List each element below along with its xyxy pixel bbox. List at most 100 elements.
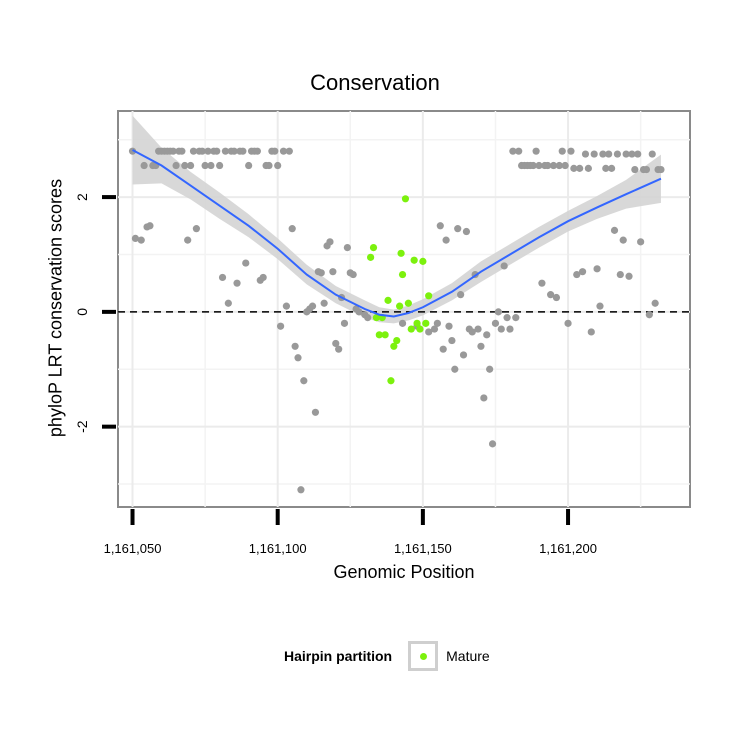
other-point [587,328,595,336]
other-point [439,345,447,353]
other-point [631,165,639,174]
other-point [326,238,334,246]
other-point [343,243,351,252]
other-point [552,293,561,302]
other-point [515,147,523,155]
other-point [651,299,659,307]
other-point [488,440,497,448]
mature-point [369,243,378,252]
mature-point [419,257,427,265]
other-point [271,147,279,155]
other-point [590,150,598,158]
mature-point [410,256,418,264]
other-point [184,236,192,244]
y-tick-label: -2 [74,420,90,433]
other-point [245,161,253,170]
other-point [213,147,221,155]
other-point [294,354,302,362]
other-point [544,161,552,170]
mature-point [413,319,421,327]
other-point [425,328,433,336]
other-point [567,147,575,155]
other-point [555,161,563,170]
other-point [259,273,267,282]
other-point [172,161,180,170]
other-point [593,265,601,273]
mature-point [425,292,433,300]
mature-point [381,331,389,339]
other-point [329,268,337,276]
other-point [648,150,656,158]
other-point [608,164,616,172]
legend: Hairpin partition Mature [284,638,490,674]
other-point [480,394,488,402]
legend-label-mature: Mature [446,648,490,664]
legend-title: Hairpin partition [284,648,393,664]
other-point [558,147,566,155]
other-point [547,291,555,299]
other-point [561,161,569,170]
other-point [169,147,177,155]
other-point [625,272,633,280]
other-point [506,325,514,333]
mature-point [401,195,410,203]
other-point [189,147,198,155]
other-point [239,147,247,155]
axes: 1,161,050 1,161,100 1,161,150 1,161,200 -2 0 2 [74,193,597,556]
x-axis-label: Genomic Position [333,562,475,582]
other-point [497,325,505,333]
other-point [468,328,476,336]
other-point [146,222,154,230]
x-tick-label: 1,161,050 [104,541,162,556]
other-point [204,147,212,155]
other-point [535,161,543,170]
other-point [265,161,273,170]
other-point [509,147,517,155]
other-point [657,165,665,174]
other-point [297,486,305,494]
other-point [503,314,511,322]
mature-point [398,270,407,279]
other-point [430,325,439,333]
x-tick-label: 1,161,150 [394,541,452,556]
other-point [207,161,215,170]
other-point [335,345,343,353]
other-point [355,308,363,316]
other-point [605,150,613,158]
mature-point [387,377,395,385]
other-point [474,325,482,333]
other-point [233,279,241,287]
mature-point [367,253,375,261]
other-point [445,322,453,330]
other-point [581,150,590,158]
other-point [300,377,308,385]
other-point [224,299,232,307]
other-point [599,150,607,158]
other-point [364,314,372,322]
other-point [279,147,288,155]
legend-key-mature [408,641,439,671]
other-point [477,342,485,350]
other-point [436,222,444,230]
other-point [512,314,520,322]
other-point [320,299,328,307]
other-point [457,291,465,299]
smooth-line [132,149,662,318]
other-point [613,150,622,158]
x-tick-label: 1,161,100 [249,541,307,556]
other-point [131,234,140,243]
other-point [616,270,624,279]
other-point [137,236,145,244]
other-point [288,225,296,233]
other-point [622,150,630,158]
mature-point [416,325,424,333]
other-point [634,150,642,158]
other-point [486,365,494,373]
other-point [602,164,610,172]
other-point [332,339,340,348]
other-point [628,150,636,158]
mature-point [404,299,412,307]
y-tick-label: 0 [74,308,90,316]
other-point [274,161,282,170]
other-point [192,225,200,233]
